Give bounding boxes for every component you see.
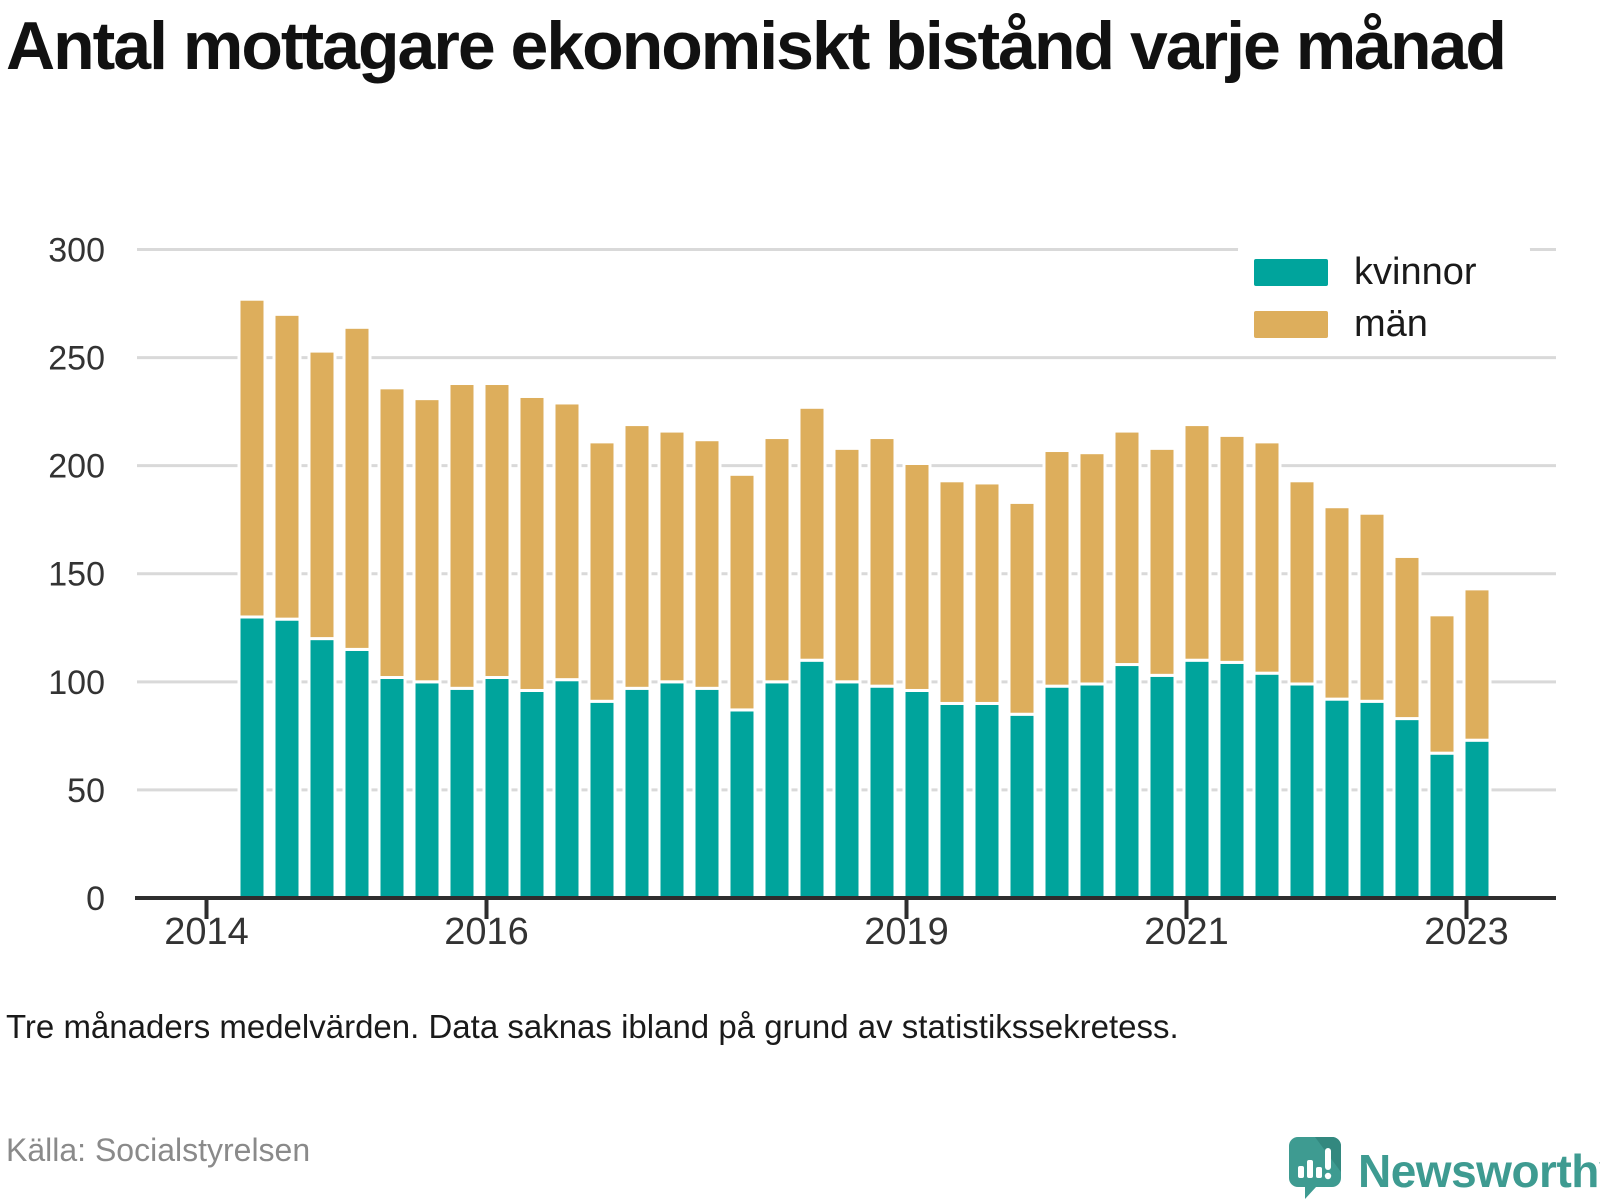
x-tick-label-2019: 2019 [864, 911, 949, 953]
y-tick-label-100: 100 [48, 664, 105, 702]
bar-man-2015 Q1 [342, 325, 372, 651]
bar-man-2021 Q4 [1287, 479, 1317, 686]
bar-man-2022 Q2 [1357, 511, 1387, 703]
bar-kvinnor-2021 Q2 [1217, 660, 1247, 900]
x-tick-label-2023: 2023 [1424, 911, 1509, 953]
bar-kvinnor-2023 Q1 [1462, 738, 1492, 900]
bar-man-2022 Q3 [1392, 554, 1422, 721]
y-tick-label-200: 200 [48, 448, 105, 486]
bar-kvinnor-2019 Q1 [902, 688, 932, 900]
bar-kvinnor-2016 Q3 [552, 678, 582, 900]
bar-man-2020 Q3 [1112, 429, 1142, 667]
bar-man-2017 Q2 [657, 429, 687, 684]
legend-item-kvinnor: kvinnor [1238, 253, 1530, 291]
bar-man-2019 Q3 [972, 481, 1002, 705]
legend-label-kvinnor: kvinnor [1354, 251, 1477, 293]
bar-man-2021 Q2 [1217, 433, 1247, 664]
bar-man-2019 Q2 [937, 479, 967, 705]
bar-kvinnor-2022 Q3 [1392, 717, 1422, 900]
bar-man-2016 Q4 [587, 440, 617, 703]
bar-man-2018 Q2 [797, 405, 827, 662]
bar-kvinnor-2017 Q2 [657, 680, 687, 900]
bar-kvinnor-2015 Q1 [342, 647, 372, 900]
newsworthy-bubble-icon [1289, 1137, 1341, 1199]
bar-man-2019 Q4 [1007, 500, 1037, 716]
bar-kvinnor-2017 Q3 [692, 686, 722, 900]
bar-man-2014 Q2 [237, 297, 267, 619]
bar-kvinnor-2014 Q3 [272, 617, 302, 900]
legend-swatch-kvinnor [1254, 258, 1328, 286]
bar-kvinnor-2015 Q3 [412, 680, 442, 900]
bar-man-2016 Q1 [482, 382, 512, 680]
bar-man-2014 Q4 [307, 349, 337, 641]
bar-kvinnor-2018 Q2 [797, 658, 827, 900]
legend-label-man: män [1354, 303, 1428, 345]
bar-kvinnor-2020 Q2 [1077, 682, 1107, 900]
bar-kvinnor-2016 Q4 [587, 699, 617, 900]
bar-kvinnor-2018 Q1 [762, 680, 792, 900]
bar-kvinnor-2019 Q2 [937, 701, 967, 900]
bar-kvinnor-2016 Q2 [517, 688, 547, 900]
bar-kvinnor-2019 Q4 [1007, 712, 1037, 900]
chart-footnote: Tre månaders medelvärden. Data saknas ib… [6, 1008, 1179, 1045]
bar-man-2014 Q3 [272, 312, 302, 621]
bar-man-2017 Q3 [692, 438, 722, 690]
bar-man-2021 Q1 [1182, 423, 1212, 662]
bar-kvinnor-2020 Q3 [1112, 663, 1142, 900]
x-tick-label-2016: 2016 [444, 911, 529, 953]
bar-kvinnor-2022 Q1 [1322, 697, 1352, 900]
bar-man-2018 Q1 [762, 436, 792, 684]
y-tick-label-0: 0 [86, 880, 105, 918]
bar-man-2018 Q3 [832, 446, 862, 684]
bar-kvinnor-2016 Q1 [482, 676, 512, 900]
bar-kvinnor-2020 Q1 [1042, 684, 1072, 900]
bar-kvinnor-2021 Q4 [1287, 682, 1317, 900]
y-tick-label-250: 250 [48, 340, 105, 378]
bar-kvinnor-2017 Q1 [622, 686, 652, 900]
bar-kvinnor-2015 Q2 [377, 676, 407, 900]
x-tick-label-2014: 2014 [164, 911, 249, 953]
legend: kvinnor män [1238, 245, 1530, 351]
bar-kvinnor-2015 Q4 [447, 686, 477, 900]
bar-man-2017 Q4 [727, 472, 757, 712]
legend-swatch-man [1254, 310, 1328, 338]
x-tick-label-2021: 2021 [1144, 911, 1229, 953]
y-tick-label-150: 150 [48, 556, 105, 594]
bar-man-2018 Q4 [867, 436, 897, 688]
bar-kvinnor-2018 Q4 [867, 684, 897, 900]
bar-man-2022 Q1 [1322, 505, 1352, 701]
bar-man-2022 Q4 [1427, 613, 1457, 755]
bar-kvinnor-2018 Q3 [832, 680, 862, 900]
y-tick-label-50: 50 [67, 772, 105, 810]
bar-kvinnor-2021 Q1 [1182, 658, 1212, 900]
bar-man-2021 Q3 [1252, 440, 1282, 675]
bar-kvinnor-2021 Q3 [1252, 671, 1282, 900]
bar-kvinnor-2020 Q4 [1147, 673, 1177, 900]
bar-man-2016 Q3 [552, 401, 582, 682]
bar-man-2020 Q2 [1077, 451, 1107, 686]
bar-kvinnor-2017 Q4 [727, 708, 757, 900]
bar-kvinnor-2022 Q4 [1427, 751, 1457, 900]
bar-man-2016 Q2 [517, 394, 547, 692]
bar-man-2017 Q1 [622, 423, 652, 690]
bar-kvinnor-2014 Q2 [237, 615, 267, 900]
newsworthy-wordmark: Newsworthy [1358, 1145, 1600, 1197]
bar-kvinnor-2019 Q3 [972, 701, 1002, 900]
chart-title: Antal mottagare ekonomiskt bistånd varje… [6, 8, 1507, 84]
bar-man-2015 Q3 [412, 397, 442, 684]
bar-man-2020 Q1 [1042, 449, 1072, 688]
newsworthy-logo: Newsworthy [1288, 1136, 1600, 1200]
bar-kvinnor-2022 Q2 [1357, 699, 1387, 900]
source-note: Källa: Socialstyrelsen [6, 1132, 311, 1168]
bar-man-2019 Q1 [902, 461, 932, 692]
y-tick-label-300: 300 [48, 231, 105, 269]
bar-man-2023 Q1 [1462, 587, 1492, 742]
bar-man-2020 Q4 [1147, 446, 1177, 677]
bar-man-2015 Q2 [377, 386, 407, 680]
legend-item-man: män [1238, 305, 1530, 343]
bar-man-2015 Q4 [447, 382, 477, 690]
bar-kvinnor-2014 Q4 [307, 637, 337, 900]
